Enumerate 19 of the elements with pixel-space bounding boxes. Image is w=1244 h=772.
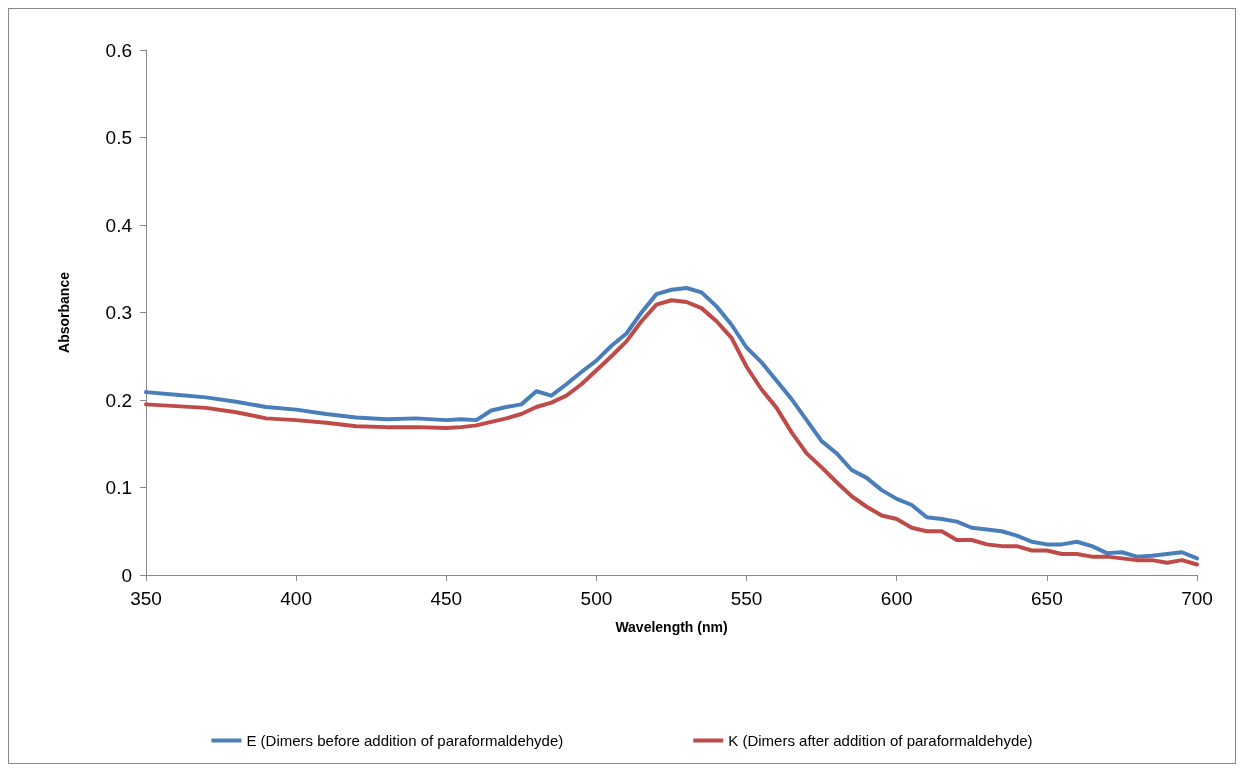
y-tick-label: 0.6 bbox=[105, 39, 132, 61]
y-tick-label: 0.1 bbox=[105, 477, 132, 498]
legend-label: E (Dimers before addition of paraformaldehyde) bbox=[246, 732, 564, 749]
x-tick-label: 450 bbox=[430, 588, 463, 609]
y-tick-label: 0.2 bbox=[105, 389, 132, 411]
y-axis-title: Absorbance bbox=[56, 271, 72, 353]
legend-label: K (Dimers after addition of paraformaldehyde) bbox=[728, 732, 1033, 749]
x-tick-label: 600 bbox=[880, 588, 913, 609]
x-axis-title: Wavelength (nm) bbox=[615, 619, 728, 635]
y-tick-label: 0.4 bbox=[105, 214, 133, 236]
y-tick-label: 0 bbox=[121, 564, 132, 586]
y-tick-label: 0.5 bbox=[105, 127, 132, 148]
x-tick-label: 500 bbox=[580, 588, 613, 609]
x-tick-label: 650 bbox=[1031, 588, 1063, 609]
y-tick-label: 0.3 bbox=[105, 302, 132, 323]
x-tick-label: 350 bbox=[130, 588, 162, 609]
x-tick-label: 400 bbox=[280, 588, 312, 609]
x-tick-label: 550 bbox=[730, 588, 763, 609]
x-tick-label: 700 bbox=[1181, 588, 1213, 609]
